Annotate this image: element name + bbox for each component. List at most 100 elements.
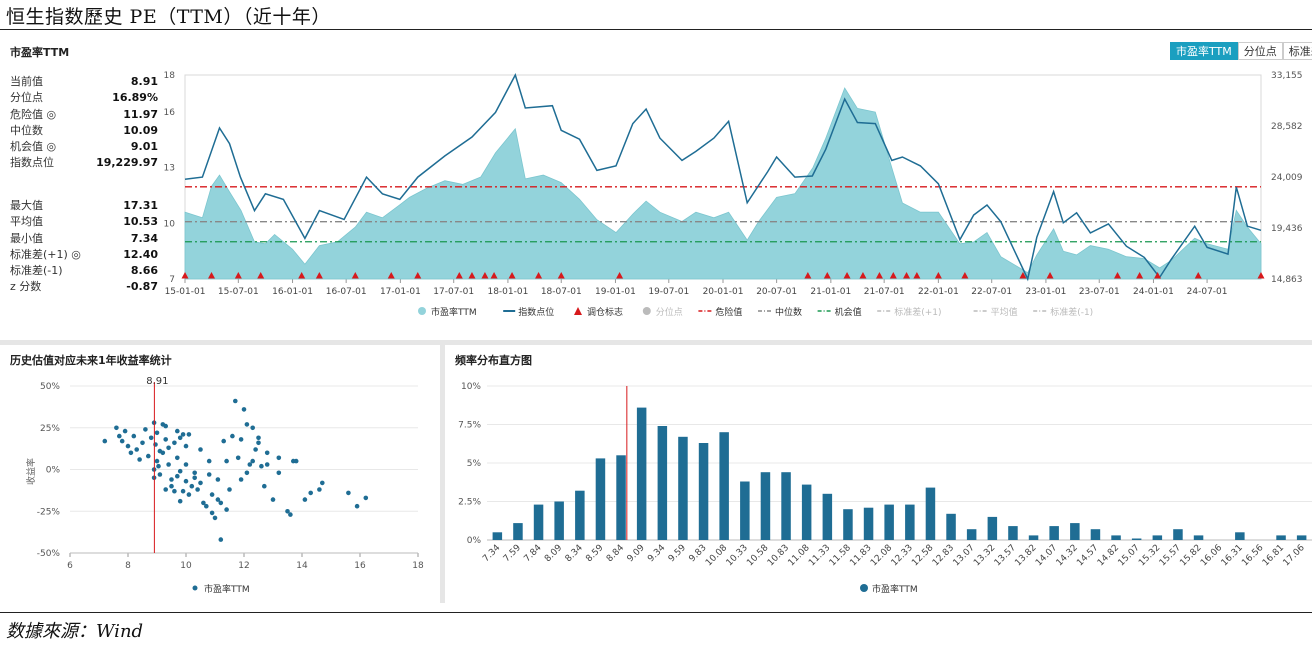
legend-item[interactable]: 机会值 xyxy=(817,306,862,318)
stat-value: 7.34 xyxy=(130,231,158,245)
legend-item[interactable]: 危险值 xyxy=(698,306,742,318)
legend-label: 调仓标志 xyxy=(587,306,623,318)
hist-x-tick: 7.84 xyxy=(522,543,543,564)
tab-percentile[interactable]: 分位点 xyxy=(1237,42,1283,60)
scatter-point xyxy=(302,497,308,502)
hist-x-tick: 13.57 xyxy=(993,543,1018,568)
scatter-point xyxy=(192,470,197,476)
x-tick-label: 19-07-01 xyxy=(648,287,689,297)
scatter-point xyxy=(117,433,122,439)
y-left-tick: 16 xyxy=(164,108,176,118)
rebalance-marker xyxy=(455,272,463,279)
stat-std-plus[interactable]: 标准差(+1) ◎ 12.40 xyxy=(10,247,158,263)
x-tick-label: 17-07-01 xyxy=(433,287,474,297)
hist-panel-title: 频率分布直方图 xyxy=(455,354,532,367)
hist-bar xyxy=(966,529,977,540)
stat-danger[interactable]: 危险值 ◎ 11.97 xyxy=(10,107,158,123)
hist-x-tick: 11.33 xyxy=(807,543,832,568)
rebalance-marker xyxy=(508,272,516,279)
hist-y-tick: 7.5% xyxy=(458,421,481,431)
legend-label: 指数点位 xyxy=(518,306,554,318)
hist-bar xyxy=(905,504,915,540)
rebalance-marker xyxy=(1019,272,1027,279)
scatter-point xyxy=(119,438,125,444)
hist-bar xyxy=(863,507,874,540)
scatter-point xyxy=(154,458,160,464)
hist-x-tick: 8.34 xyxy=(564,543,585,564)
legend-swatch xyxy=(574,307,582,315)
hist-bar xyxy=(1276,535,1286,540)
rebalance-marker xyxy=(823,272,831,279)
stat-mean: 平均值 10.53 xyxy=(10,214,158,230)
hist-x-tick: 16.06 xyxy=(1199,543,1224,568)
scatter-point xyxy=(177,498,183,504)
legend-item[interactable]: 标准差(+1) xyxy=(877,306,941,318)
scatter-point xyxy=(140,440,145,446)
hist-bar xyxy=(1235,532,1245,540)
hist-x-tick: 8.84 xyxy=(605,543,626,564)
scatter-point xyxy=(244,470,250,476)
scatter-point xyxy=(276,470,282,476)
y-right-tick: 14,863 xyxy=(1271,275,1303,285)
legend-item[interactable]: 中位数 xyxy=(758,306,802,318)
scatter-x-tick: 16 xyxy=(354,561,366,571)
rebalance-marker xyxy=(351,272,359,279)
legend-item[interactable]: 平均值 xyxy=(973,306,1018,318)
legend-item[interactable]: 标准差(-1) xyxy=(1033,306,1093,318)
x-tick-label: 19-01-01 xyxy=(595,287,636,297)
hist-bar xyxy=(533,504,544,540)
scatter-point xyxy=(247,462,253,467)
y-left-tick: 13 xyxy=(164,164,175,174)
scatter-point xyxy=(156,463,161,469)
hist-x-tick: 10.33 xyxy=(725,543,750,568)
hist-x-tick: 10.58 xyxy=(745,543,770,568)
rebalance-marker xyxy=(804,272,812,279)
hist-bar xyxy=(1296,535,1307,540)
rebalance-marker xyxy=(1136,272,1144,279)
stat-chance[interactable]: 机会值 ◎ 9.01 xyxy=(10,139,158,155)
scatter-point xyxy=(183,478,189,484)
legend-label: 中位数 xyxy=(775,306,802,318)
scatter-x-tick: 12 xyxy=(238,561,249,571)
scatter-point xyxy=(224,507,229,512)
tab-std-dev[interactable]: 标准差 xyxy=(1282,42,1312,60)
hist-x-tick: 8.09 xyxy=(543,543,564,564)
rebalance-marker xyxy=(859,272,867,279)
legend-item[interactable]: 指数点位 xyxy=(503,306,554,318)
rebalance-marker xyxy=(468,272,476,279)
rebalance-marker xyxy=(481,272,489,279)
legend-item[interactable]: 调仓标志 xyxy=(574,306,623,318)
scatter-y-axis-label: 收益率 xyxy=(25,458,37,485)
rebalance-marker xyxy=(1257,272,1265,279)
hist-y-tick: 10% xyxy=(461,382,481,392)
hist-x-tick: 16.81 xyxy=(1261,543,1286,568)
scatter-y-tick: -50% xyxy=(37,549,61,559)
hist-x-tick: 12.33 xyxy=(890,543,915,568)
hist-x-tick: 7.59 xyxy=(502,543,523,564)
x-tick-label: 17-01-01 xyxy=(380,287,421,297)
hist-bar xyxy=(925,487,936,540)
scatter-x-tick: 14 xyxy=(296,561,308,571)
scatter-point xyxy=(125,443,131,449)
figure-title: 恒生指数歷史 PE（TTM）（近十年） xyxy=(6,6,331,28)
scatter-point xyxy=(143,427,148,432)
hist-x-tick: 8.59 xyxy=(584,543,605,564)
scatter-point xyxy=(288,512,293,517)
scatter-point xyxy=(180,488,186,494)
scatter-point xyxy=(192,475,197,481)
scatter-point xyxy=(175,455,180,461)
hist-bar xyxy=(1152,535,1163,540)
stat-label: 当前值 xyxy=(10,75,43,88)
stats-group-current: 当前值 8.91 分位点 16.89% 危险值 ◎ 11.97 中位数 10.09 机会… xyxy=(10,74,158,172)
legend-item[interactable]: 市盈率TTM xyxy=(418,306,477,318)
legend-item[interactable]: 分位点 xyxy=(642,306,683,318)
stat-value: 11.97 xyxy=(123,107,158,121)
scatter-point xyxy=(209,492,215,497)
scatter-point xyxy=(195,487,200,492)
tab-pe-ttm[interactable]: 市盈率TTM xyxy=(1170,42,1238,60)
scatter-point xyxy=(270,497,276,502)
scatter-point xyxy=(354,503,360,509)
scatter-point xyxy=(262,483,267,489)
scatter-point xyxy=(250,458,255,464)
scatter-point xyxy=(206,458,212,464)
